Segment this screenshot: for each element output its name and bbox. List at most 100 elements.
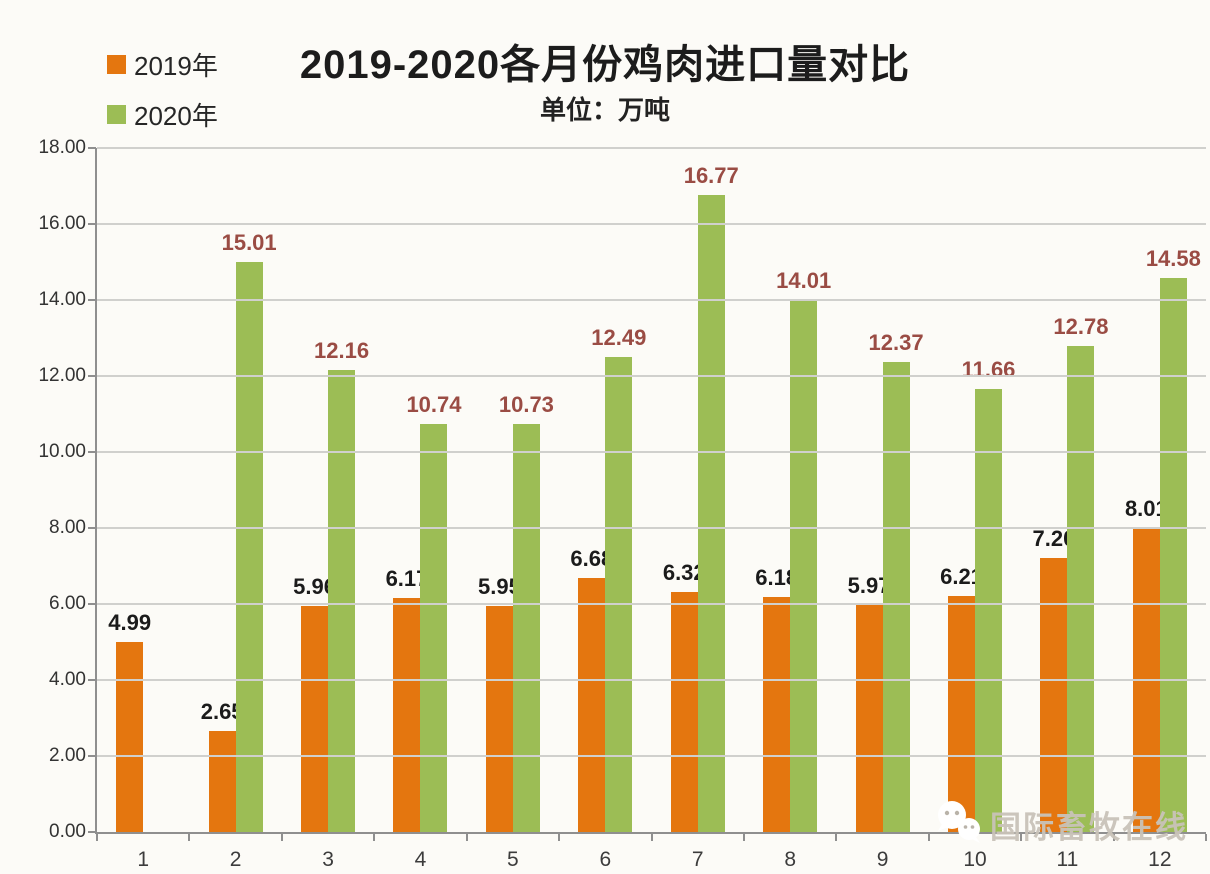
x-label-month-3: 3: [322, 848, 334, 871]
x-tick: [835, 834, 838, 841]
value-label-2020年-month-4: 10.74: [406, 391, 462, 417]
bar-2019年-month-5: [485, 605, 513, 832]
x-label-month-8: 8: [784, 848, 796, 871]
legend-swatch-2020: [107, 105, 126, 124]
value-label-2020年-month-10: 11.66: [961, 356, 1016, 382]
x-tick: [1112, 834, 1115, 841]
gridline: [97, 603, 1206, 605]
value-label-2020年-month-11: 12.78: [1053, 314, 1109, 340]
y-tick: [88, 299, 96, 301]
legend: 2019年 2020年: [107, 46, 218, 146]
x-label-month-10: 10: [963, 848, 987, 871]
value-label-2020年-month-6: 12.49: [591, 325, 647, 351]
gridline: [97, 299, 1206, 301]
y-tick: [88, 375, 96, 377]
y-tick-label: 4.00: [49, 669, 86, 690]
value-label-2020年-month-9: 12.37: [868, 329, 924, 355]
bar-2020年-month-9: [882, 361, 910, 832]
x-tick: [465, 834, 468, 841]
x-tick: [96, 834, 98, 841]
y-tick-label: 0.00: [49, 821, 86, 842]
bar-group-month-11: 7.20 12.78 11: [1021, 148, 1113, 871]
gridline: [97, 375, 1206, 377]
x-label-month-11: 11: [1056, 848, 1079, 871]
y-axis: 0.00 2.00 4.00 6.00 8.00 10.00 12.00 14.00 16.00…: [0, 137, 86, 842]
y-tick: [88, 831, 96, 833]
value-label-2020年-month-2: 15.01: [221, 229, 277, 255]
x-label-month-9: 9: [876, 848, 889, 871]
gridline: [97, 755, 1206, 757]
gridline: [97, 527, 1206, 529]
legend-item-2019: 2019年: [107, 46, 218, 83]
value-label-2020年-month-12: 14.58: [1145, 245, 1201, 271]
y-tick: [88, 603, 96, 605]
bar-group-month-4: 6.17 10.74 4: [374, 148, 466, 871]
bar-2019年-month-6: [578, 578, 606, 832]
value-label-2020年-month-3: 12.16: [314, 337, 370, 363]
x-tick: [1205, 834, 1207, 841]
bar-group-month-10: 6.21 11.66 10: [929, 148, 1021, 871]
bar-2019年-month-2: [208, 731, 236, 832]
chart-subtitle: 单位：万吨: [539, 95, 670, 125]
x-tick: [558, 834, 561, 841]
legend-item-2020: 2020年: [107, 96, 218, 133]
bar-2020年-month-10: [975, 388, 1002, 832]
x-tick: [188, 834, 191, 841]
legend-label-2020: 2020年: [134, 101, 218, 131]
value-label-2019年-month-1: 4.99: [108, 610, 152, 636]
watermark: 国际畜牧在线: [928, 798, 1188, 850]
bar-2020年-month-8: [790, 299, 818, 832]
gridline: [97, 223, 1206, 225]
y-tick: [88, 679, 96, 681]
x-tick: [1020, 834, 1023, 841]
y-tick-label: 6.00: [49, 593, 86, 614]
x-label-month-7: 7: [691, 848, 704, 871]
watermark-text: 国际畜牧在线: [990, 809, 1188, 845]
bar-2019年-month-1: [116, 642, 144, 832]
x-label-month-1: 1: [137, 848, 150, 871]
wechat-bubbles-icon: [928, 798, 990, 850]
bar-groups: 4.99 1 2.65 15.01 2 5.96 12.16 3 6.17 10.74 4 5.95 1…: [97, 148, 1206, 871]
chart-title: 2019-2020各月份鸡肉进口量对比: [299, 43, 911, 87]
bar-2020年-month-7: [697, 194, 725, 832]
bar-group-month-6: 6.68 12.49 6: [559, 148, 651, 871]
gridline: [97, 147, 1206, 149]
y-tick: [88, 147, 96, 149]
bar-2019年-month-8: [763, 597, 791, 832]
x-tick: [373, 834, 376, 841]
legend-label-2019: 2019年: [134, 51, 218, 81]
bar-group-month-9: 5.97 12.37 9: [836, 148, 928, 871]
x-tick: [742, 834, 745, 841]
bar-group-month-5: 5.95 10.73 5: [467, 148, 559, 871]
bar-2019年-month-9: [855, 605, 883, 832]
y-tick: [88, 527, 96, 529]
value-label-2020年-month-5: 10.73: [498, 392, 554, 418]
bar-group-month-1: 4.99 1: [97, 148, 189, 871]
y-tick: [88, 755, 96, 757]
bar-2019年-month-7: [670, 591, 698, 832]
bar-2020年-month-5: [512, 424, 540, 832]
bar-group-month-7: 6.32 16.77 7: [652, 148, 744, 871]
legend-swatch-2019: [107, 55, 126, 74]
y-tick: [88, 451, 96, 453]
bar-group-month-2: 2.65 15.01 2: [189, 148, 281, 871]
bar-2020年-month-3: [328, 369, 356, 832]
y-tick-label: 14.00: [38, 289, 86, 310]
bar-group-month-12: 8.01 14.58 12: [1114, 148, 1206, 871]
gridline: [97, 451, 1206, 453]
bar-2019年-month-3: [301, 605, 329, 832]
y-tick-label: 10.00: [38, 441, 86, 462]
value-label-2020年-month-8: 14.01: [776, 267, 832, 293]
bar-2019年-month-10: [948, 596, 975, 832]
x-tick: [280, 834, 283, 841]
x-tick: [927, 834, 930, 841]
x-label-month-12: 12: [1148, 848, 1172, 871]
y-tick: [88, 223, 96, 225]
y-tick-label: 12.00: [38, 365, 86, 386]
bar-2020年-month-2: [235, 261, 263, 832]
gridline: [97, 679, 1206, 681]
bar-2020年-month-11: [1067, 346, 1095, 832]
y-tick-label: 18.00: [38, 137, 86, 158]
bar-2019年-month-11: [1040, 558, 1068, 832]
